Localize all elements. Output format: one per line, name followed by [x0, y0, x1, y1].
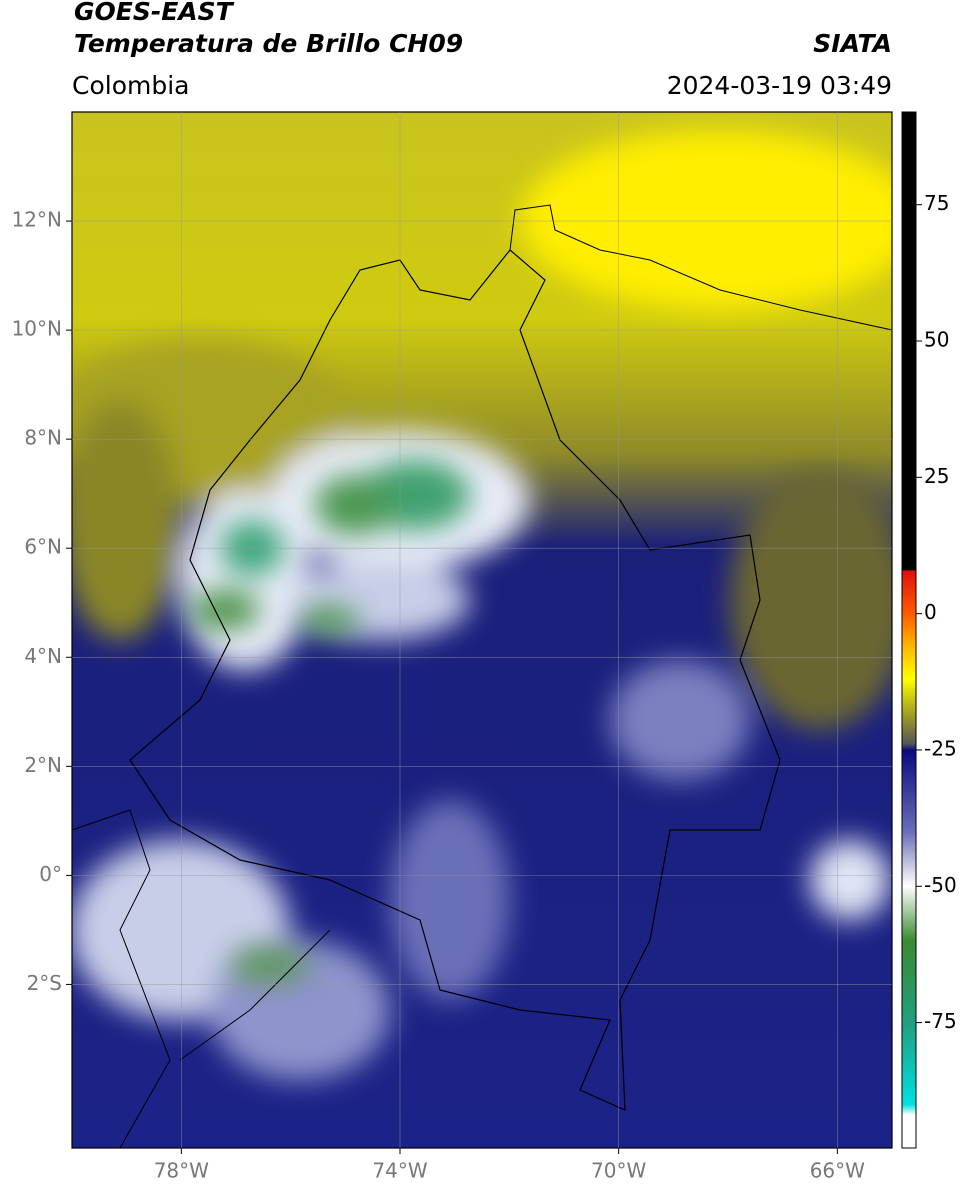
colorbar-tick-label: 75 [924, 191, 949, 215]
y-tick-label: 2°N [24, 753, 62, 777]
region-label: Colombia [72, 71, 189, 100]
x-tick-label: 78°W [154, 1159, 209, 1183]
colorbar-tick-label: -50 [924, 873, 957, 897]
satellite-title: GOES-EAST [74, 0, 235, 26]
y-tick-label: 0° [39, 862, 62, 886]
y-tick-label: 8°N [24, 426, 62, 450]
coastline [72, 809, 331, 1148]
colorbar-tick-label: 50 [924, 328, 949, 352]
source-label: SIATA [813, 29, 892, 58]
country-border [129, 249, 781, 1111]
datetime-label: 2024-03-19 03:49 [667, 71, 892, 100]
y-tick-label: 12°N [12, 208, 62, 232]
x-tick-label: 66°W [810, 1159, 865, 1183]
colorbar-tick-label: 0 [924, 600, 937, 624]
colorbar [901, 111, 917, 1149]
colorbar-tick-label: -75 [924, 1009, 957, 1033]
colorbar-tick-label: 25 [924, 464, 949, 488]
y-tick-label: 6°N [24, 535, 62, 559]
y-tick-label: 10°N [12, 317, 62, 341]
x-tick-label: 70°W [591, 1159, 646, 1183]
y-tick-label: 2°S [27, 971, 62, 995]
imagery [72, 112, 892, 1148]
colorbar-tick-label: -25 [924, 736, 957, 760]
coastline [509, 204, 892, 331]
x-tick-label: 74°W [372, 1159, 427, 1183]
product-title: Temperatura de Brillo CH09 [74, 29, 463, 58]
y-tick-label: 4°N [24, 644, 62, 668]
map-frame [71, 111, 893, 1149]
